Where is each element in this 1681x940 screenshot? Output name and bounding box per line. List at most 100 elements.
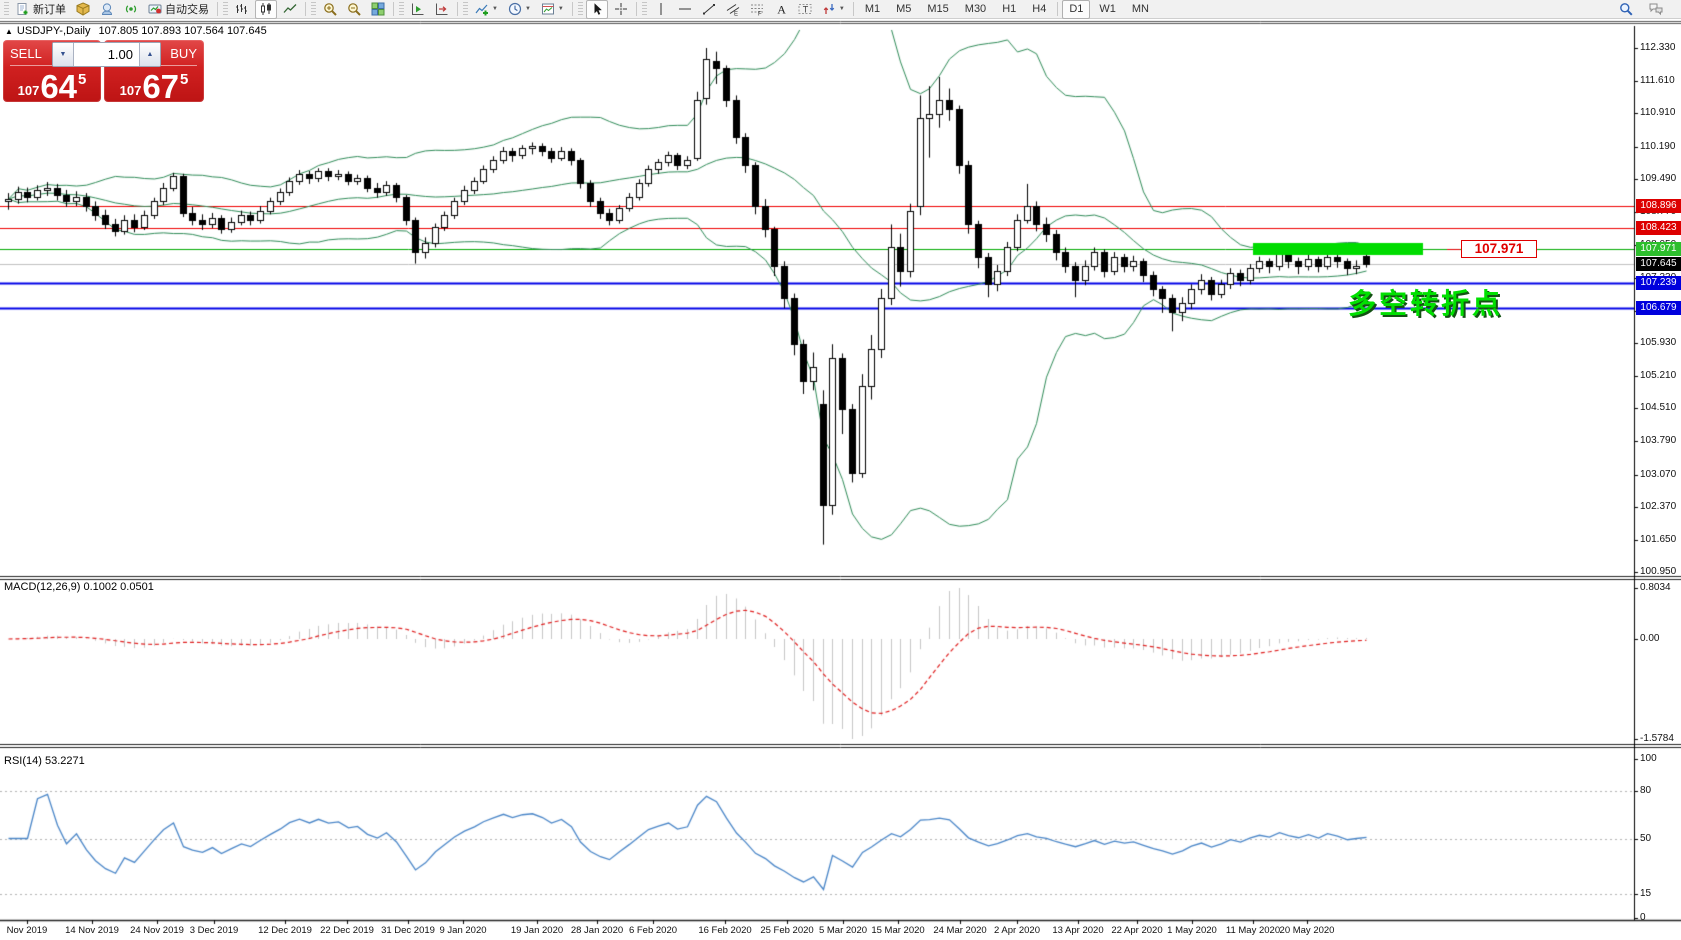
dropdown-arrow-icon[interactable]: ▼: [838, 6, 845, 12]
time-axis-label: 13 Apr 2020: [1052, 925, 1104, 936]
price-callout-label: 107.971: [1461, 240, 1537, 258]
sell-label: SELL: [10, 46, 42, 61]
chart-shift-button[interactable]: [431, 0, 453, 19]
text-label-button[interactable]: T: [794, 0, 816, 19]
zoom-out-button[interactable]: [343, 0, 365, 19]
svg-text:T: T: [803, 5, 809, 15]
dropdown-arrow-icon[interactable]: ▼: [524, 6, 531, 12]
toolbar-group-handle[interactable]: [223, 2, 228, 16]
time-axis-label: 14 Nov 2019: [65, 925, 119, 936]
toolbar-group-handle[interactable]: [463, 2, 468, 16]
timeframe-m5-button[interactable]: M5: [896, 3, 912, 15]
template-icon: [541, 3, 554, 15]
timeframe-m15-button[interactable]: M15: [927, 3, 949, 15]
price-axis-tick: 105.930: [1640, 336, 1677, 348]
candlestick-chart-button[interactable]: [255, 0, 277, 19]
toolbar-group-handle[interactable]: [399, 2, 404, 16]
toolbar-group-handle[interactable]: [641, 2, 647, 16]
price-axis-tick: 101.650: [1640, 534, 1677, 546]
zoom-in-button[interactable]: [319, 0, 341, 19]
timeframe-mn-button[interactable]: MN: [1131, 3, 1149, 15]
autotrading-button[interactable]: 自动交易: [144, 0, 213, 19]
chart-window: ▲ USDJPY-,Daily 107.805 107.893 107.564 10…: [0, 20, 1681, 940]
line-icon: [283, 4, 297, 13]
signals-button[interactable]: [120, 0, 142, 19]
toolbar-group-handle[interactable]: [4, 2, 9, 16]
dropdown-arrow-icon[interactable]: ▼: [492, 6, 498, 12]
channel-icon: E: [726, 4, 740, 16]
auto-scroll-button[interactable]: [407, 0, 429, 19]
arrows-icon: [823, 4, 835, 14]
timeframe-w1-button[interactable]: W1: [1099, 3, 1116, 15]
bar-chart-button[interactable]: [231, 0, 253, 19]
vertical-line-button[interactable]: [650, 0, 672, 19]
price-axis-tick: 112.330: [1640, 42, 1676, 53]
lot-decrease-button[interactable]: ▼: [53, 43, 74, 66]
community-button[interactable]: [96, 0, 118, 19]
time-axis-label: 31 Dec 2019: [381, 925, 435, 936]
toolbar-right-group: [1611, 0, 1681, 19]
timeframe-h4-button[interactable]: H4: [1032, 3, 1047, 15]
search-button[interactable]: [1615, 0, 1637, 19]
signal-icon: [125, 5, 137, 13]
equidistant-channel-button[interactable]: E: [722, 0, 744, 19]
toolbar-group-handle[interactable]: [311, 2, 316, 16]
rsi-axis-tick: 0: [1640, 912, 1646, 923]
tile-windows-button[interactable]: [367, 0, 389, 19]
new-order-button[interactable]: 新订单: [12, 0, 70, 19]
price-level-badge: 107.645: [1636, 256, 1681, 271]
time-axis-label: 6 Feb 2020: [628, 925, 678, 936]
periods-button[interactable]: ▼: [504, 0, 535, 19]
crosshair-button[interactable]: [610, 0, 632, 19]
autotrading-button-label: 自动交易: [165, 4, 209, 16]
text-button[interactable]: A: [770, 0, 792, 19]
svg-text:F: F: [758, 12, 762, 17]
tile-icon: [371, 2, 385, 16]
buy-price: 107 67 5: [119, 68, 189, 105]
price-axis-tick: 105.210: [1640, 370, 1677, 382]
arrows-button[interactable]: ▼: [818, 0, 849, 19]
time-axis-label: 9 Jan 2020: [439, 925, 487, 936]
time-axis-label: 22 Apr 2020: [1111, 925, 1163, 936]
price-axis-tick: 100.950: [1640, 566, 1677, 578]
macd-axis-tick: 0.00: [1640, 633, 1660, 644]
lot-increase-button[interactable]: ▲: [139, 43, 160, 66]
chat-button[interactable]: [1645, 0, 1667, 19]
symbol-arrow-icon[interactable]: ▲: [5, 27, 13, 36]
chart-ohlc-values: 107.805 107.893 107.564 107.645: [98, 25, 267, 37]
buy-label: BUY: [170, 46, 197, 61]
trendline-button[interactable]: [698, 0, 720, 19]
lot-input[interactable]: [74, 43, 139, 66]
market-watch-button[interactable]: [72, 0, 94, 19]
dropdown-arrow-icon[interactable]: ▼: [557, 6, 564, 12]
vline-icon: [660, 3, 662, 15]
cursor-button[interactable]: [585, 0, 608, 19]
timeframe-m1-button[interactable]: M1: [864, 3, 881, 15]
time-axis-label: 15 Mar 2020: [871, 925, 925, 936]
horizontal-line-button[interactable]: [674, 0, 696, 19]
line-chart-button[interactable]: [279, 0, 301, 19]
timeframe-h1-button[interactable]: H1: [1002, 3, 1017, 15]
timeframe-m30-button[interactable]: M30: [964, 3, 987, 15]
price-axis-tick: 110.910: [1640, 107, 1676, 119]
fibonacci-button[interactable]: F: [746, 0, 768, 19]
candles-icon: [261, 3, 271, 15]
time-axis-label: 2 Apr 2020: [994, 925, 1040, 936]
time-axis-label: 5 Mar 2020: [818, 925, 868, 936]
sell-price: 107 64 5: [17, 68, 87, 105]
fibo-icon: F: [750, 4, 763, 17]
toolbar-separator: [635, 2, 637, 16]
price-chart-canvas[interactable]: [0, 20, 1681, 940]
toolbar-separator: [852, 2, 854, 16]
cube-icon: [76, 2, 90, 16]
new-order-icon: [17, 3, 28, 15]
templates-button[interactable]: ▼: [537, 0, 568, 19]
time-axis-label: 16 Feb 2020: [698, 925, 752, 936]
time-axis-label: Nov 2019: [6, 925, 48, 936]
timeframe-d1-button[interactable]: D1: [1062, 0, 1091, 19]
label-t-icon: T: [798, 4, 812, 15]
rsi-axis-tick: 15: [1640, 888, 1652, 900]
bars-icon: [236, 4, 247, 14]
toolbar-group-handle[interactable]: [577, 2, 583, 16]
indicators-button[interactable]: ▼: [471, 0, 502, 19]
